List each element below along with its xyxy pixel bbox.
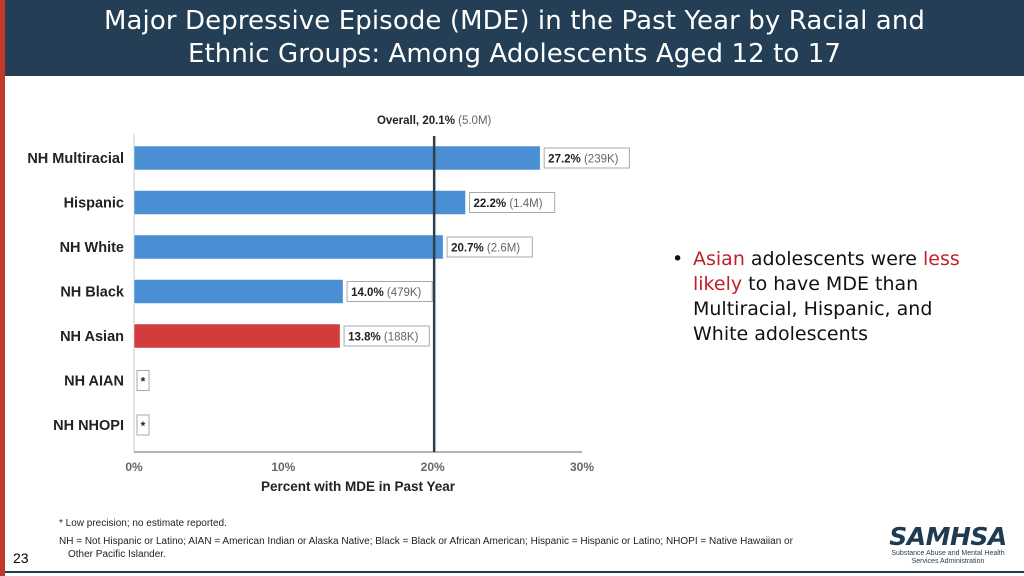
bullet-dot: • xyxy=(672,248,684,270)
data-label-nh-multiracial: 27.2% (239K) xyxy=(548,154,618,166)
key-finding: • Asian adolescents were less likely to … xyxy=(672,247,982,347)
bar-hispanic xyxy=(133,190,466,215)
category-label-nh-nhopi: NH NHOPI xyxy=(53,418,124,434)
data-label-nh-white: 20.7% (2.6M) xyxy=(451,243,520,255)
suppressed-box-nh-aian xyxy=(136,370,150,391)
data-label-hispanic: 22.2% (1.4M) xyxy=(474,198,543,210)
category-label-nh-white: NH White xyxy=(60,240,124,256)
data-label-box-nh-white xyxy=(446,236,533,258)
category-label-nh-asian: NH Asian xyxy=(60,329,124,345)
title-banner: Major Depressive Episode (MDE) in the Pa… xyxy=(5,0,1024,76)
title-line-1: Major Depressive Episode (MDE) in the Pa… xyxy=(103,6,926,36)
samhsa-logo: SAMHSA Substance Abuse and Mental Health… xyxy=(878,524,1018,566)
bar-nh-multiracial xyxy=(133,145,541,171)
footnote-abbreviations: NH = Not Hispanic or Latino; AIAN = Amer… xyxy=(59,536,793,560)
title-line-2: Ethnic Groups: Among Adolescents Aged 12… xyxy=(187,39,842,69)
x-axis-title: Percent with MDE in Past Year xyxy=(261,479,456,494)
data-label-nh-asian: 13.8% (188K) xyxy=(348,332,418,344)
x-tick-label-30: 30% xyxy=(570,460,594,474)
bar-nh-white xyxy=(133,234,444,260)
page-number: 23 xyxy=(13,550,29,566)
accent-stripe xyxy=(0,0,5,576)
category-label-nh-multiracial: NH Multiracial xyxy=(27,151,124,167)
page-title: Major Depressive Episode (MDE) in the Pa… xyxy=(5,0,1024,71)
suppressed-label-nh-aian: * xyxy=(141,375,146,389)
category-label-nh-black: NH Black xyxy=(60,285,125,301)
suppressed-label-nh-nhopi: * xyxy=(141,419,146,433)
data-label-box-nh-multiracial xyxy=(543,147,630,169)
x-tick-label-10: 10% xyxy=(271,460,295,474)
data-label-box-nh-asian xyxy=(343,325,430,347)
mde-bar-chart: NH Multiracial 27.2% (239K) Hispanic 22.2% … xyxy=(27,115,630,494)
overall-reference-label: Overall, 20.1% (5.0M) xyxy=(377,115,492,127)
bar-nh-asian xyxy=(133,323,341,349)
data-label-box-hispanic xyxy=(469,192,556,213)
category-label-nh-aian: NH AIAN xyxy=(64,374,124,390)
footnote-precision: * Low precision; no estimate reported. xyxy=(59,518,227,529)
category-label-hispanic: Hispanic xyxy=(64,196,124,212)
x-tick-label-20: 20% xyxy=(421,460,445,474)
logo-wordmark: SAMHSA xyxy=(889,522,1007,551)
bar-nh-black xyxy=(133,279,344,304)
bottom-rule xyxy=(5,571,1024,573)
x-tick-label-0: 0% xyxy=(125,460,143,474)
data-label-nh-black: 14.0% (479K) xyxy=(351,287,421,299)
key-finding-text: Asian adolescents were less likely to ha… xyxy=(693,248,960,345)
suppressed-box-nh-nhopi xyxy=(136,414,150,436)
data-label-box-nh-black xyxy=(346,281,433,302)
